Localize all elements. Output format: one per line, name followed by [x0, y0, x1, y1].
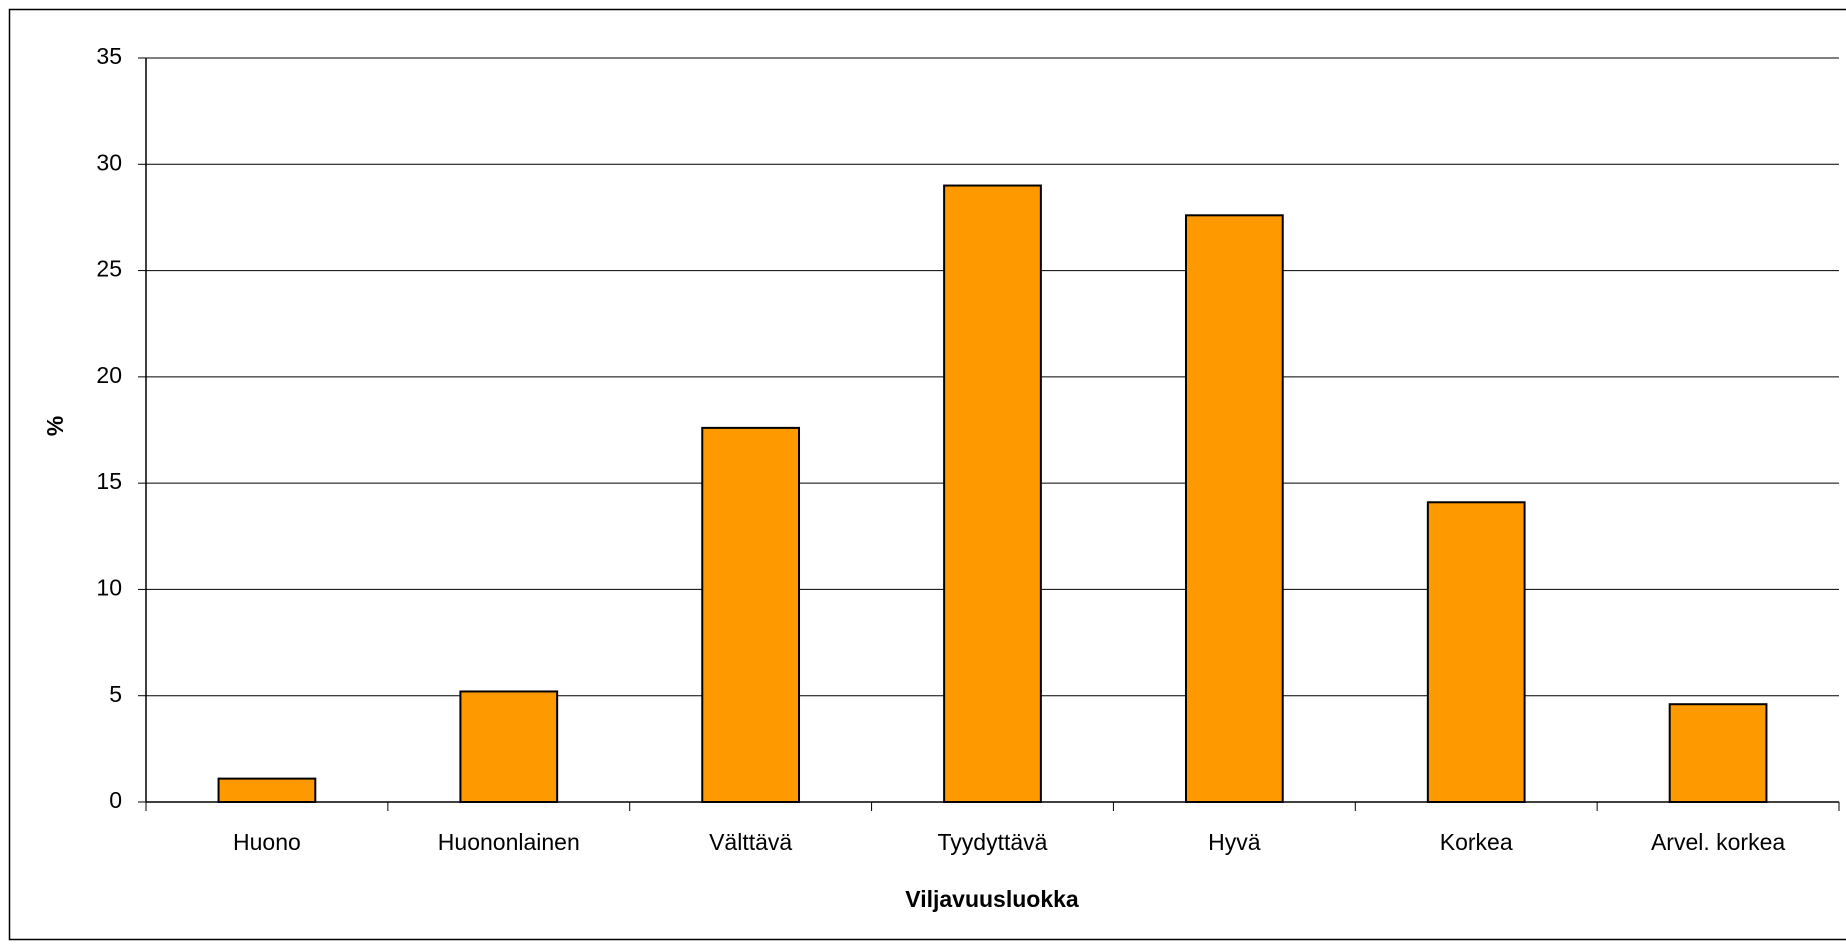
bar — [701, 426, 801, 803]
y-tick-label: 35 — [96, 43, 122, 69]
y-tick-label: 5 — [109, 681, 122, 707]
x-tick-label: Korkea — [1440, 829, 1513, 855]
y-tick-label: 0 — [109, 787, 122, 813]
bar — [943, 184, 1042, 804]
y-tick-label: 25 — [96, 256, 122, 282]
x-tick-label: Hyvä — [1208, 829, 1261, 855]
y-axis-title: % — [42, 416, 68, 436]
bar — [217, 777, 317, 803]
x-tick-label: Huono — [233, 829, 301, 855]
x-tick-label: Välttävä — [709, 829, 792, 855]
x-tick-label: Huononlainen — [438, 829, 580, 855]
x-tick-label: Arvel. korkea — [1651, 829, 1785, 855]
bar — [1668, 703, 1768, 804]
y-tick-label: 10 — [96, 575, 122, 601]
bar — [1426, 501, 1526, 803]
bar — [459, 690, 559, 803]
bar — [1184, 214, 1284, 803]
y-tick-label: 15 — [96, 468, 122, 494]
y-tick-label: 30 — [96, 149, 122, 175]
x-axis-title: Viljavuusluokka — [905, 886, 1079, 912]
x-tick-label: Tyydyttävä — [938, 829, 1048, 855]
y-tick-label: 20 — [96, 362, 122, 388]
